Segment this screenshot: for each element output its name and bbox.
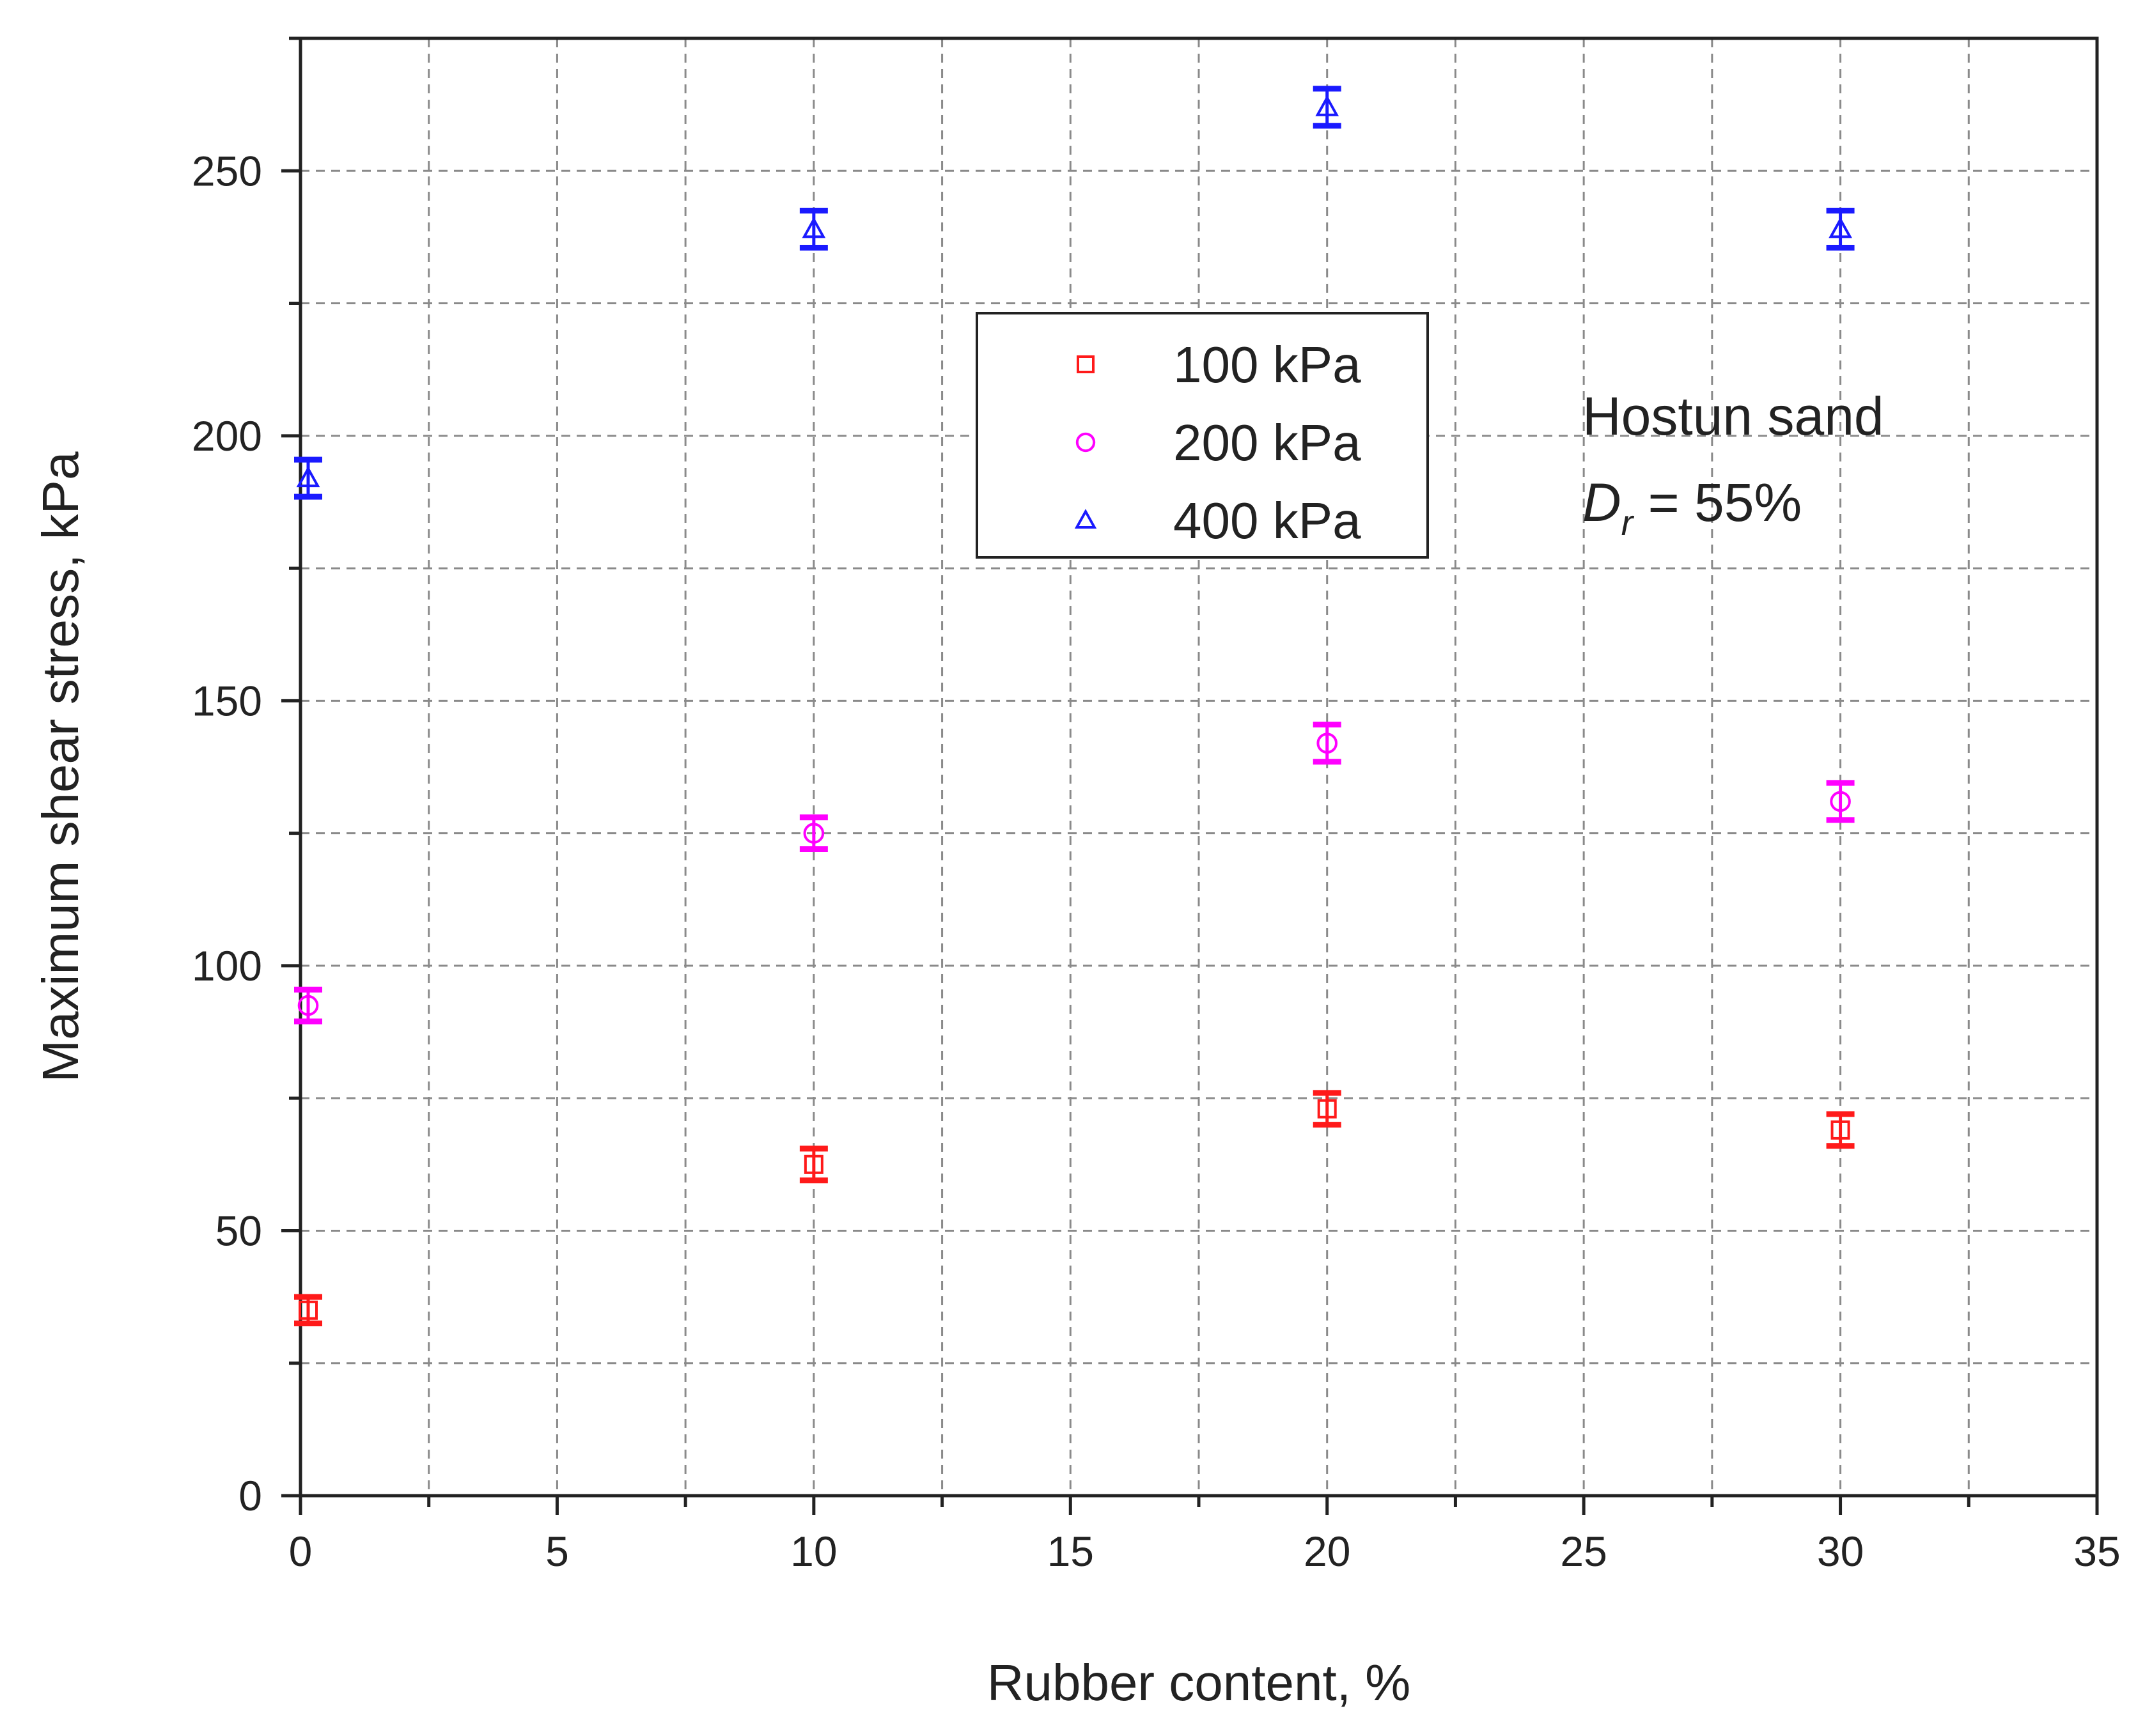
legend-box [976,312,1429,559]
y-axis-title: Maximum shear stress, kPa [32,451,89,1082]
legend-entry: 100 kPa [1077,336,1361,393]
data-marker [803,823,825,844]
data-point [1826,780,1855,823]
legend-entry: 200 kPa [1075,414,1361,471]
annotation: Hostun sand Dr = 55% [1582,386,1884,543]
data-marker [802,217,826,238]
legend: 100 kPa 200 kPa 400 kPa [976,312,1429,559]
data-point [1826,207,1855,251]
legend-entry: 400 kPa [1074,492,1361,549]
x-axis-title: Rubber content, % [987,1654,1411,1711]
data-marker [297,995,319,1016]
annotation-value: = 55% [1633,472,1802,532]
y-tick-label: 50 [215,1207,262,1254]
data-marker [1830,791,1851,812]
data-point [294,1294,322,1327]
legend-label: 200 kPa [1173,414,1361,471]
data-point [1313,722,1341,765]
data-marker [1829,217,1852,238]
data-point [799,814,828,853]
data-point [294,986,322,1025]
data-point [1313,1090,1341,1128]
x-tick-label: 35 [2073,1528,2120,1575]
annotation-subscript: r [1621,502,1635,543]
x-tick-label: 25 [1560,1528,1607,1575]
y-tick-label: 250 [192,147,262,194]
legend-label: 400 kPa [1173,492,1361,549]
y-tick-label: 150 [192,677,262,724]
annotation-density: Dr = 55% [1582,472,1802,543]
data-marker [1317,1099,1337,1119]
data-point [294,456,322,500]
ticks [281,36,2099,1515]
data-point [799,207,828,251]
x-tick-label: 30 [1817,1528,1864,1575]
annotation-symbol: D [1582,472,1621,532]
legend-entries: 100 kPa 200 kPa 400 kPa [1074,336,1361,549]
data-marker [299,1300,318,1320]
grid [300,38,2097,1496]
x-tick-label: 10 [790,1528,837,1575]
data-marks [294,86,1855,1327]
data-point [1313,86,1341,129]
tick-labels: 0 5 10 15 20 25 30 35 0 50 100 150 200 250 [192,147,2121,1575]
y-tick-label: 0 [238,1472,262,1519]
legend-label: 100 kPa [1173,336,1361,393]
legend-marker [1074,509,1097,529]
data-marker [1315,95,1339,116]
legend-marker [1075,432,1096,453]
annotation-material: Hostun sand [1582,386,1884,446]
y-tick-label: 100 [192,942,262,989]
data-marker [296,466,320,488]
data-marker [804,1154,823,1174]
x-tick-label: 0 [289,1528,313,1575]
x-tick-label: 15 [1047,1528,1094,1575]
x-tick-label: 5 [545,1528,569,1575]
data-point [799,1145,828,1184]
x-tick-label: 20 [1304,1528,1350,1575]
data-point [1826,1111,1855,1149]
legend-marker [1077,355,1095,373]
data-marker [1316,732,1338,754]
y-tick-label: 200 [192,412,262,460]
data-marker [1830,1120,1850,1140]
